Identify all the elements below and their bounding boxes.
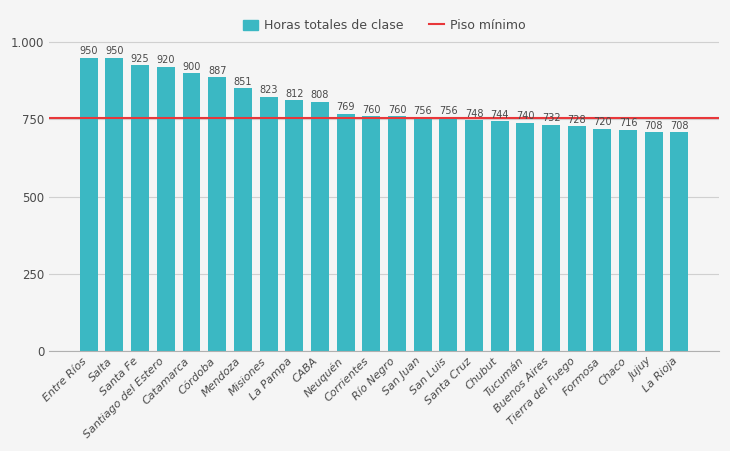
Bar bbox=[157, 67, 174, 351]
Text: 716: 716 bbox=[619, 119, 637, 129]
Bar bbox=[131, 65, 149, 351]
Bar bbox=[439, 118, 457, 351]
Text: 760: 760 bbox=[362, 105, 380, 115]
Text: 812: 812 bbox=[285, 89, 304, 99]
Bar bbox=[80, 58, 98, 351]
Bar bbox=[182, 73, 201, 351]
Text: 823: 823 bbox=[259, 85, 278, 96]
Text: 808: 808 bbox=[311, 90, 329, 100]
Text: 748: 748 bbox=[465, 109, 483, 119]
Text: 728: 728 bbox=[567, 115, 586, 125]
Bar bbox=[311, 101, 329, 351]
Bar bbox=[465, 120, 483, 351]
Bar bbox=[260, 97, 277, 351]
Text: 950: 950 bbox=[105, 46, 123, 56]
Bar bbox=[414, 118, 431, 351]
Bar bbox=[593, 129, 612, 351]
Bar bbox=[105, 58, 123, 351]
Text: 887: 887 bbox=[208, 66, 226, 76]
Bar bbox=[388, 116, 406, 351]
Text: 756: 756 bbox=[413, 106, 432, 116]
Bar bbox=[568, 126, 585, 351]
Text: 732: 732 bbox=[542, 114, 561, 124]
Bar bbox=[285, 100, 303, 351]
Text: 740: 740 bbox=[516, 111, 534, 121]
Bar bbox=[337, 114, 355, 351]
Bar bbox=[491, 121, 509, 351]
Text: 744: 744 bbox=[491, 110, 509, 120]
Bar bbox=[362, 116, 380, 351]
Bar bbox=[516, 123, 534, 351]
Bar bbox=[208, 77, 226, 351]
Text: 925: 925 bbox=[131, 54, 150, 64]
Text: 720: 720 bbox=[593, 117, 612, 127]
Text: 920: 920 bbox=[156, 55, 175, 65]
Bar bbox=[234, 88, 252, 351]
Bar bbox=[542, 125, 560, 351]
Bar bbox=[619, 130, 637, 351]
Text: 769: 769 bbox=[337, 102, 355, 112]
Text: 950: 950 bbox=[80, 46, 98, 56]
Text: 760: 760 bbox=[388, 105, 406, 115]
Text: 708: 708 bbox=[645, 121, 663, 131]
Bar bbox=[645, 133, 663, 351]
Text: 756: 756 bbox=[439, 106, 458, 116]
Text: 900: 900 bbox=[182, 62, 201, 72]
Text: 851: 851 bbox=[234, 77, 252, 87]
Legend: Horas totales de clase, Piso mínimo: Horas totales de clase, Piso mínimo bbox=[238, 14, 531, 37]
Bar bbox=[670, 133, 688, 351]
Text: 708: 708 bbox=[670, 121, 688, 131]
